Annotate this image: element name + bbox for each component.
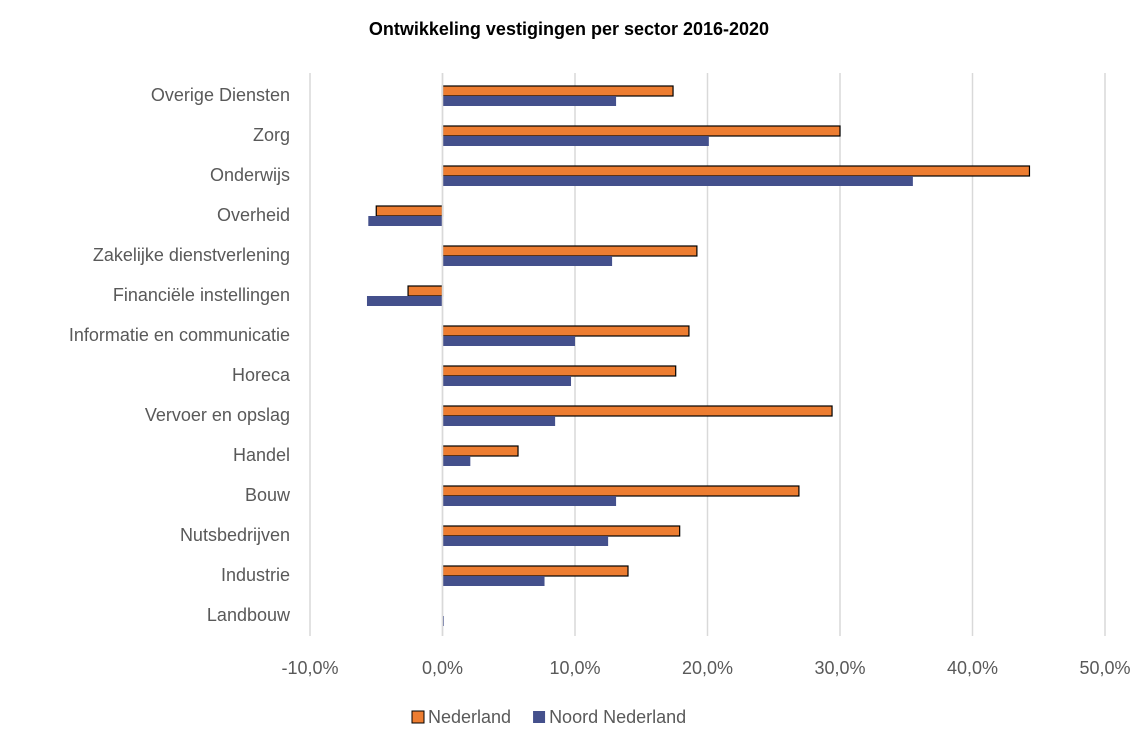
bar bbox=[442, 176, 913, 186]
y-tick-label: Zorg bbox=[253, 125, 290, 145]
bar bbox=[375, 205, 444, 217]
y-tick-label: Vervoer en opslag bbox=[145, 405, 290, 425]
bar bbox=[366, 296, 443, 306]
x-tick-label: 20,0% bbox=[682, 658, 733, 678]
bar bbox=[441, 445, 519, 457]
x-tick-label: 10,0% bbox=[549, 658, 600, 678]
bar bbox=[441, 165, 1031, 177]
legend-label: Nederland bbox=[428, 707, 511, 727]
y-tick-label: Landbouw bbox=[207, 605, 291, 625]
legend-label: Noord Nederland bbox=[549, 707, 686, 727]
bar bbox=[368, 216, 443, 226]
bar bbox=[441, 85, 674, 97]
bar bbox=[442, 256, 613, 266]
bar bbox=[441, 365, 677, 377]
bar bbox=[441, 525, 681, 537]
bar bbox=[442, 336, 575, 346]
bar bbox=[442, 536, 609, 546]
y-tick-label: Bouw bbox=[245, 485, 291, 505]
x-tick-label: 0,0% bbox=[422, 658, 463, 678]
y-tick-label: Industrie bbox=[221, 565, 290, 585]
x-tick-label: -10,0% bbox=[281, 658, 338, 678]
chart-title: Ontwikkeling vestigingen per sector 2016… bbox=[369, 19, 769, 39]
bar bbox=[442, 496, 617, 506]
legend-swatch bbox=[533, 711, 546, 723]
y-tick-label: Informatie en communicatie bbox=[69, 325, 290, 345]
y-tick-label: Financiële instellingen bbox=[113, 285, 290, 305]
y-tick-label: Overheid bbox=[217, 205, 290, 225]
bar bbox=[442, 416, 556, 426]
bar bbox=[442, 456, 471, 466]
bar bbox=[442, 96, 617, 106]
y-tick-label: Onderwijs bbox=[210, 165, 290, 185]
y-tick-label: Zakelijke dienstverlening bbox=[93, 245, 290, 265]
bar bbox=[441, 125, 841, 137]
bar bbox=[441, 245, 698, 257]
x-tick-label: 30,0% bbox=[814, 658, 865, 678]
y-tick-label: Overige Diensten bbox=[151, 85, 290, 105]
bar bbox=[442, 376, 572, 386]
bar bbox=[441, 565, 629, 577]
y-tick-label: Nutsbedrijven bbox=[180, 525, 290, 545]
legend-swatch bbox=[411, 710, 425, 724]
bar bbox=[442, 136, 709, 146]
bar bbox=[441, 405, 833, 417]
bar bbox=[407, 285, 444, 297]
x-tick-label: 40,0% bbox=[947, 658, 998, 678]
x-tick-label: 50,0% bbox=[1079, 658, 1130, 678]
bar bbox=[441, 485, 800, 497]
bar bbox=[442, 576, 545, 586]
y-tick-label: Horeca bbox=[232, 365, 291, 385]
y-tick-label: Handel bbox=[233, 445, 290, 465]
bar bbox=[441, 325, 690, 337]
